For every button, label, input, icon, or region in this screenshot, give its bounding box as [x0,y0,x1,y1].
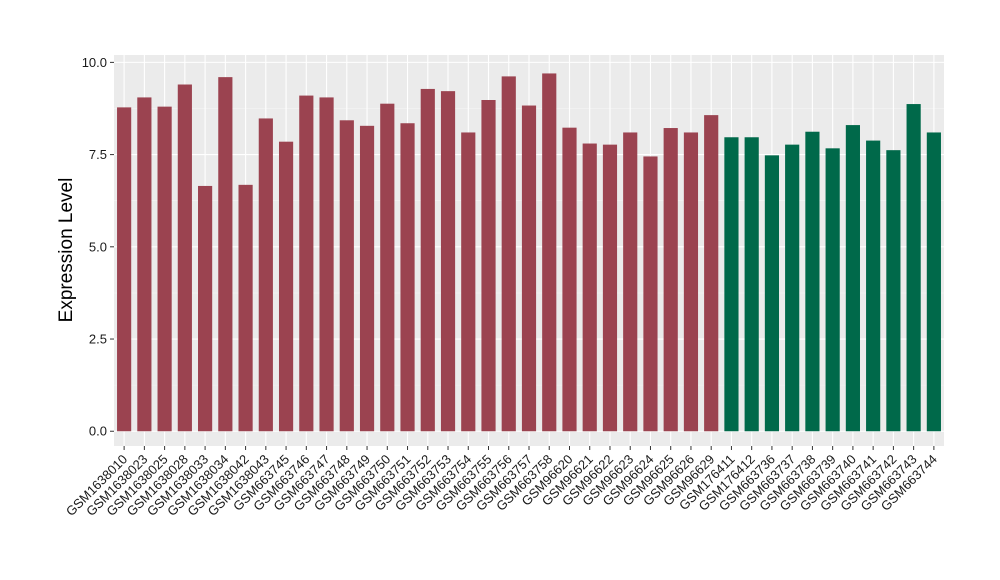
bar-GSM176411 [724,137,739,432]
bar-GSM96622 [602,144,618,432]
y-tick-label: 0.0 [89,424,107,439]
bar-GSM1638025 [157,106,172,432]
bar-GSM663756 [501,76,516,432]
bar-GSM663748 [339,120,354,432]
bar-layer [117,73,941,432]
bar-GSM96624 [643,156,658,432]
bar-GSM1638033 [198,185,213,432]
bar-GSM663746 [299,95,314,432]
bar-GSM663752 [420,88,435,432]
bar-GSM663741 [866,140,881,432]
y-tick-label: 7.5 [89,147,107,162]
bar-GSM663742 [886,150,901,432]
bar-GSM96621 [582,143,597,432]
bar-GSM663738 [805,131,820,432]
bar-GSM663751 [400,123,415,432]
y-axis: 0.0 2.5 5.0 7.5 10.0 [82,55,114,439]
bar-GSM1638023 [137,97,152,432]
bar-GSM663740 [845,125,860,432]
bar-GSM663757 [521,105,537,432]
bar-GSM663744 [926,132,941,432]
y-tick-label: 2.5 [89,332,107,347]
bar-GSM663754 [461,132,476,432]
bar-GSM1638042 [238,184,253,432]
y-tick-label: 10.0 [82,55,107,70]
bar-GSM1638010 [117,107,132,432]
bar-GSM96623 [623,132,638,432]
bar-GSM663736 [764,155,780,432]
bar-GSM663750 [380,103,395,432]
bar-GSM663739 [825,148,840,432]
bar-GSM176412 [744,137,759,432]
bar-GSM96625 [663,128,678,432]
x-axis: GSM1638010GSM1638023GSM1638025GSM1638028… [63,446,940,519]
bar-GSM663747 [319,97,334,432]
bar-GSM1638043 [258,118,273,432]
bar-GSM96626 [683,132,699,432]
bar-GSM663743 [906,104,921,432]
bar-GSM663758 [542,73,557,432]
bar-GSM663749 [359,125,375,432]
bar-GSM1638034 [218,77,233,432]
bar-GSM1638028 [177,84,192,432]
bar-GSM663737 [785,144,800,432]
y-axis-title: Expression Level [56,178,77,323]
bar-GSM96629 [704,115,719,432]
bar-GSM663745 [278,141,294,432]
y-tick-label: 5.0 [89,239,107,254]
bar-GSM663755 [481,100,496,432]
bar-GSM663753 [440,91,456,432]
bar-GSM96620 [562,127,577,432]
